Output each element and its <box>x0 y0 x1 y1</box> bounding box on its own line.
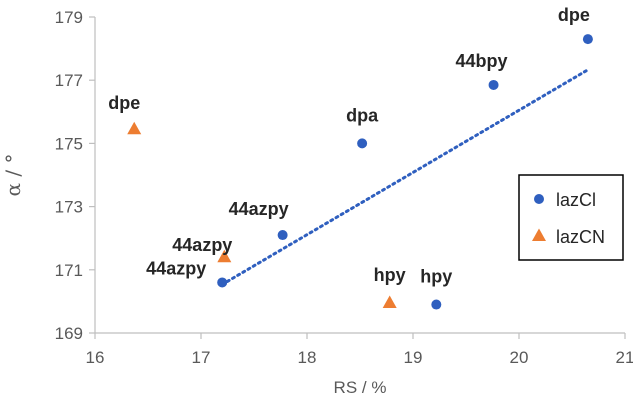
y-tick-label: 179 <box>55 8 83 27</box>
point-label: hpy <box>420 267 452 287</box>
x-axis-title: RS / % <box>334 378 387 397</box>
trendline <box>220 68 590 286</box>
x-tick-label: 18 <box>298 348 317 367</box>
y-tick-label: 177 <box>55 71 83 90</box>
legend-box <box>518 174 624 261</box>
legend: lazCl lazCN <box>518 174 624 261</box>
lazCl-point <box>277 230 288 241</box>
lazCl-point <box>582 34 593 45</box>
point-labels: 44azpy 44azpy dpa 44bpy dpe hpy dpe 44azpy hpy <box>108 5 590 286</box>
y-tick-label: 169 <box>55 324 83 343</box>
lazCl-point <box>217 277 228 288</box>
point-label: 44azpy <box>229 199 289 219</box>
x-tick-label: 19 <box>404 348 423 367</box>
trendline-layer <box>220 68 590 286</box>
point-label: dpe <box>558 5 590 25</box>
lazCl-point <box>357 138 368 149</box>
legend-label: lazCN <box>556 227 605 247</box>
lazCN-point <box>382 295 397 309</box>
x-tick-label: 20 <box>510 348 529 367</box>
legend-marker-lazCN <box>532 228 546 242</box>
lazCl-point <box>431 299 442 310</box>
axes: 169 171 173 175 177 179 16 17 18 19 20 21 RS / % α / … <box>1 8 633 397</box>
point-label: 44azpy <box>172 235 232 255</box>
point-label: dpe <box>108 93 140 113</box>
lazCN-point <box>127 121 142 135</box>
y-tick-label: 175 <box>55 134 83 153</box>
y-axis-title: α / ° <box>1 154 25 197</box>
data-points <box>127 34 593 310</box>
lazCl-point <box>488 79 499 90</box>
point-label: 44azpy <box>146 258 206 278</box>
lazCN-point <box>217 249 232 263</box>
x-tick-label: 17 <box>192 348 211 367</box>
point-label: 44bpy <box>456 51 508 71</box>
y-tick-label: 171 <box>55 261 83 280</box>
legend-marker-lazCl <box>534 194 544 204</box>
x-tick-label: 16 <box>86 348 105 367</box>
y-tick-label: 173 <box>55 198 83 217</box>
point-label: hpy <box>374 265 406 285</box>
x-tick-label: 21 <box>616 348 633 367</box>
legend-label: lazCl <box>556 190 596 210</box>
point-label: dpa <box>346 105 379 125</box>
